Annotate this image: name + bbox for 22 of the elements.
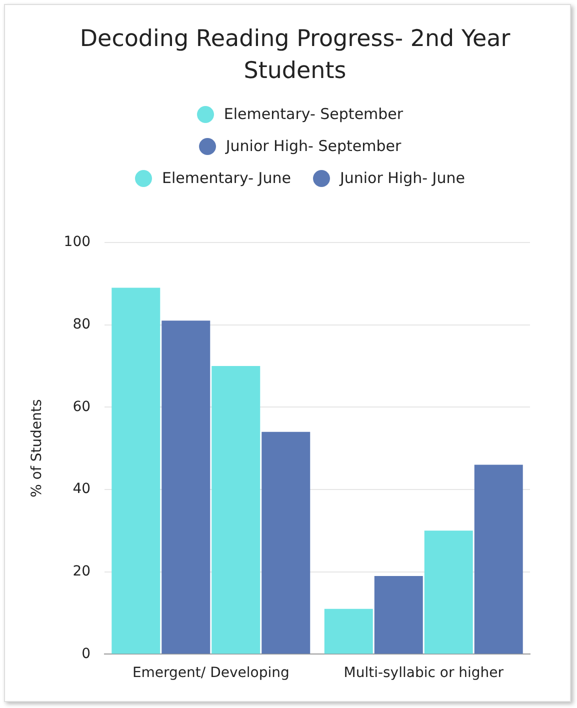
bar (474, 464, 523, 654)
x-tick-label: Multi-syllabic or higher (344, 665, 504, 682)
bar (162, 320, 210, 654)
y-axis-title: % of Students (29, 399, 46, 498)
bar (112, 288, 160, 654)
bar (324, 608, 373, 654)
bar (212, 366, 260, 654)
legend-label: Junior High- September (224, 137, 402, 155)
y-tick-label: 40 (72, 481, 91, 498)
legend-label: Junior High- June (338, 169, 465, 187)
y-tick-label: 0 (82, 646, 91, 662)
y-tick-label: 100 (64, 234, 91, 250)
legend-label: Elementary- June (161, 169, 291, 187)
x-tick-label: Emergent/ Developing (132, 665, 290, 682)
chart-title: Decoding Reading Progress- 2nd Year Students (78, 25, 512, 86)
y-tick-label: 60 (72, 398, 91, 415)
legend-label: Elementary- September (222, 105, 404, 123)
y-tick-label: 80 (72, 316, 91, 332)
y-tick-label: 20 (72, 563, 91, 580)
bar (262, 432, 310, 654)
bar (424, 530, 473, 654)
bar (374, 576, 423, 654)
